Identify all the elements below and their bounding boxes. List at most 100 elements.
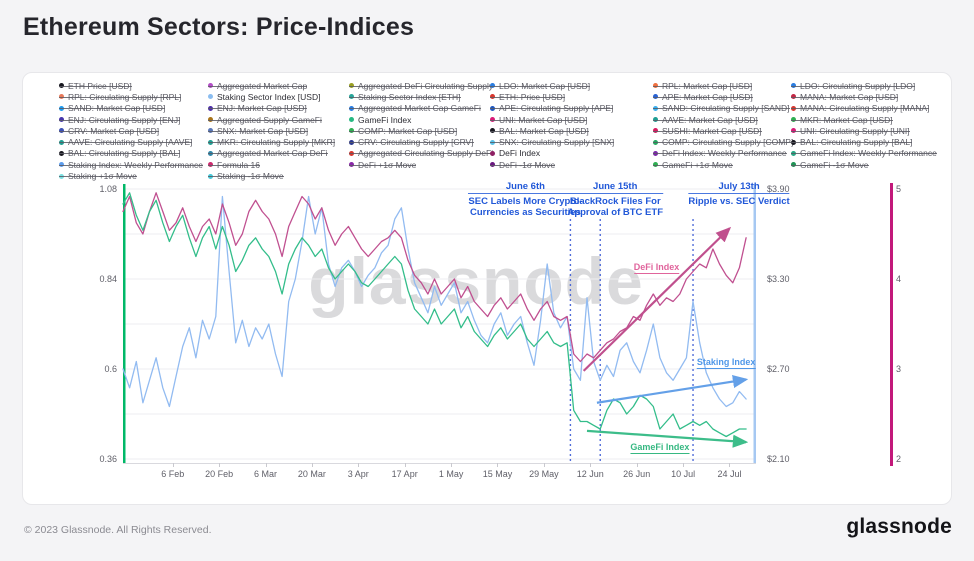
legend-item-crv-market-cap-usd[interactable]: CRV: Market Cap [USD] [59,125,160,136]
legend-item-staking-sector-index-usd[interactable]: Staking Sector Index [USD] [208,91,320,102]
x-axis-label: 6 Mar [253,469,278,479]
legend-item-gamefi-index[interactable]: GameFi Index [349,114,411,125]
legend-dot [653,128,658,134]
defi-trend-arrow [582,226,732,372]
legend-item-label: LDO: Circulating Supply [LDO] [800,80,916,91]
legend-dot [490,139,495,145]
legend-dot [791,128,796,134]
x-axis-tick [358,463,360,467]
legend-item-aave-market-cap-usd[interactable]: AAVE: Market Cap [USD] [653,114,758,125]
legend-dot [59,162,64,168]
legend-item-label: GameFi Index [358,114,412,125]
line-label-gamefi-index: GameFi Index [630,442,690,455]
legend-item-label: RPL: Circulating Supply [RPL] [68,91,182,102]
legend-item-bal-circulating-supply-bal[interactable]: BAL: Circulating Supply [BAL] [59,148,181,159]
legend-dot [349,162,354,168]
legend-item-label: Aggregated Market Cap GameFi [358,103,481,114]
legend-item-defi-index[interactable]: DeFi Index [490,148,540,159]
legend-item-label: MANA: Market Cap [USD] [800,91,899,102]
legend-item-enj-market-cap-usd[interactable]: ENJ: Market Cap [USD] [208,103,307,114]
legend-item-defi-1-move[interactable]: DeFi +1σ Move [349,159,417,170]
legend-item-aggregated-defi-circulating-supply[interactable]: Aggregated DeFi Circulating Supply [349,80,494,91]
legend-item-snx-market-cap-usd[interactable]: SNX: Market Cap [USD] [208,125,309,136]
y-axis-label: 0.6 [104,364,117,374]
legend-item-label: AAVE: Circulating Supply [AAVE] [68,137,193,148]
legend-item-bal-circulating-supply-bal[interactable]: BAL: Circulating Supply [BAL] [791,136,913,147]
legend-dot [653,83,658,89]
legend-item-mana-market-cap-usd[interactable]: MANA: Market Cap [USD] [791,91,899,102]
legend-item-staking-1-move[interactable]: Staking -1σ Move [208,170,284,181]
legend-item-defi-index-weekly-performance[interactable]: DeFi Index: Weekly Performance [653,148,787,159]
legend-dot [653,117,658,123]
legend-item-eth-price-usd[interactable]: ETH Price [USD] [59,80,132,91]
legend-column: RPL: Market Cap [USD] APE: Market Cap [US… [653,80,794,170]
right-axis-secondary-label: 3 [896,364,902,374]
legend-item-sand-market-cap-usd[interactable]: SAND: Market Cap [USD] [59,103,166,114]
right-axis-secondary-label: 5 [896,184,902,194]
legend-item-uni-market-cap-usd[interactable]: UNI: Market Cap [USD] [490,114,588,125]
legend-item-label: Formula 16 [217,159,260,170]
x-axis-line [123,463,756,464]
legend-item-uni-circulating-supply-uni[interactable]: UNI: Circulating Supply [UNI] [791,125,910,136]
legend-item-aggregated-market-cap-gamefi[interactable]: Aggregated Market Cap GameFi [349,103,481,114]
legend-item-mkr-market-cap-usd[interactable]: MKR: Market Cap [USD] [791,114,893,125]
legend-item-crv-circulating-supply-crv[interactable]: CRV: Circulating Supply [CRV] [349,136,474,147]
legend-item-bal-market-cap-usd[interactable]: BAL: Market Cap [USD] [490,125,589,136]
line-label-staking-index: Staking Index [696,357,756,369]
legend-dot [208,139,213,145]
legend-item-mana-circulating-supply-mana[interactable]: MANA: Circulating Supply [MANA] [791,103,930,114]
x-axis-tick [543,463,545,467]
legend-item-staking-index-weekly-performance[interactable]: Staking Index: Weekly Performance [59,159,203,170]
series-line-staking-sector-index-usd [122,195,747,408]
legend-item-rpl-market-cap-usd[interactable]: RPL: Market Cap [USD] [653,80,753,91]
legend-item-enj-circulating-supply-enj[interactable]: ENJ: Circulating Supply [ENJ] [59,114,181,125]
legend-item-label: Aggregated Circulating Supply DeFi [358,148,494,159]
legend-item-mkr-circulating-supply-mkr[interactable]: MKR: Circulating Supply [MKR] [208,136,336,147]
legend-item-snx-circulating-supply-snx[interactable]: SNX: Circulating Supply [SNX] [490,136,615,147]
right-axis-usd-label: $2.70 [767,364,790,374]
legend-dot [208,128,213,134]
legend-item-gamefi-1-move[interactable]: GameFi +1σ Move [653,159,733,170]
right-axis-usd-label: $2.10 [767,454,790,464]
legend-item-aggregated-market-cap-defi[interactable]: Aggregated Market Cap DeFi [208,148,328,159]
y-axis-label: 0.84 [99,274,117,284]
legend-item-aggregated-circulating-supply-defi[interactable]: Aggregated Circulating Supply DeFi [349,148,494,159]
legend-item-label: RPL: Market Cap [USD] [662,80,753,91]
legend-item-ldo-circulating-supply-ldo[interactable]: LDO: Circulating Supply [LDO] [791,80,916,91]
legend-dot [490,94,495,100]
legend-dot [59,117,64,123]
legend-item-formula-16[interactable]: Formula 16 [208,159,260,170]
legend-item-eth-price-usd[interactable]: ETH: Price [USD] [490,91,566,102]
legend-item-label: AAVE: Market Cap [USD] [662,114,758,125]
legend-item-staking-1-move[interactable]: Staking +1σ Move [59,170,137,181]
legend-item-rpl-circulating-supply-rpl[interactable]: RPL: Circulating Supply [RPL] [59,91,182,102]
legend-column: LDO: Circulating Supply [LDO] MANA: Marke… [791,80,937,170]
legend-item-aggregated-supply-gamefi[interactable]: Aggregated Supply GameFi [208,114,322,125]
legend-item-ape-circulating-supply-ape[interactable]: APE: Circulating Supply [APE] [490,103,614,114]
legend-item-ape-market-cap-usd[interactable]: APE: Market Cap [USD] [653,91,753,102]
x-axis-tick [404,463,406,467]
x-axis-tick [265,463,267,467]
legend-dot [653,139,658,145]
legend-dot [208,94,213,100]
legend-item-aggregated-market-cap[interactable]: Aggregated Market Cap [208,80,308,91]
legend-item-label: CRV: Circulating Supply [CRV] [358,137,474,148]
legend-item-defi-1-move[interactable]: DeFi -1σ Move [490,159,556,170]
legend-item-label: ENJ: Market Cap [USD] [217,103,307,114]
legend-item-staking-sector-index-eth[interactable]: Staking Sector Index [ETH] [349,91,461,102]
legend-column: ETH Price [USD] RPL: Circulating Supply [… [59,80,203,182]
x-axis-tick [683,463,685,467]
legend-item-label: DeFi +1σ Move [358,159,417,170]
legend-item-label: GameFi +1σ Move [662,159,733,170]
legend-item-gamefi-1-move[interactable]: GameFi -1σ Move [791,159,869,170]
legend-item-aave-circulating-supply-aave[interactable]: AAVE: Circulating Supply [AAVE] [59,136,193,148]
legend-dot [208,150,213,156]
legend-item-sushi-market-cap-usd[interactable]: SUSHI: Market Cap [USD] [653,125,762,136]
legend-dot [653,94,658,100]
legend-item-sand-circulating-supply-sand[interactable]: SAND: Circulating Supply [SAND] [653,103,790,114]
legend-item-ldo-market-cap-usd[interactable]: LDO: Market Cap [USD] [490,80,591,91]
legend-item-comp-circulating-supply-comp[interactable]: COMP: Circulating Supply [COMP] [653,136,794,147]
legend-dot [349,139,354,145]
legend-item-comp-market-cap-usd[interactable]: COMP: Market Cap [USD] [349,125,458,136]
legend-item-gamefi-index-weekly-performance[interactable]: GameFi Index: Weekly Performance [791,148,937,159]
